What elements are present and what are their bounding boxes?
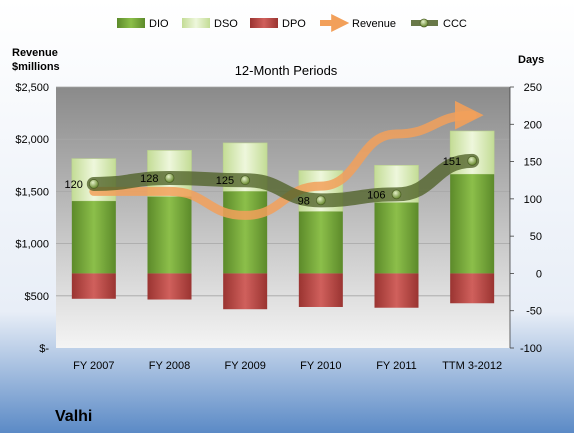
plot-area bbox=[56, 87, 510, 348]
category-label-0: FY 2007 bbox=[73, 360, 114, 372]
ccc-point-1 bbox=[164, 173, 175, 183]
ccc-point-5 bbox=[467, 155, 478, 166]
right-tick-label-4: 100 bbox=[524, 194, 542, 206]
left-tick-label-3: $1,500 bbox=[15, 186, 49, 198]
ccc-layer: 120 128 125 98 106 151 bbox=[64, 153, 480, 208]
ccc-line bbox=[86, 153, 480, 208]
left-tick-label-0: $- bbox=[39, 343, 49, 355]
dio-bar-4 bbox=[374, 202, 419, 274]
left-axis-caption-line1: Revenue bbox=[12, 47, 58, 59]
ccc-label-5: 151 bbox=[443, 156, 461, 168]
legend-swatch-dpo bbox=[250, 18, 278, 28]
category-label-2: FY 2009 bbox=[224, 360, 265, 372]
right-tick-label-7: 250 bbox=[524, 82, 542, 94]
legend-label-dio: DIO bbox=[149, 18, 169, 30]
category-label-5: TTM 3-2012 bbox=[442, 360, 502, 372]
right-tick-label-6: 200 bbox=[524, 119, 542, 131]
category-label-3: FY 2010 bbox=[300, 360, 341, 372]
category-label-4: FY 2011 bbox=[376, 360, 417, 372]
dpo-bar-0 bbox=[71, 273, 116, 299]
legend-swatch-dso bbox=[182, 18, 210, 28]
chart-title: 12-Month Periods bbox=[235, 63, 338, 78]
dio-bar-0 bbox=[71, 201, 116, 274]
dio-bar-5 bbox=[450, 174, 495, 274]
ccc-label-4: 106 bbox=[367, 189, 385, 201]
bars-group bbox=[71, 130, 495, 310]
left-tick-label-2: $1,000 bbox=[15, 239, 49, 251]
dpo-bar-5 bbox=[450, 273, 495, 304]
ccc-point-0 bbox=[88, 179, 99, 189]
ccc-label-1: 128 bbox=[140, 173, 158, 185]
right-tick-label-5: 150 bbox=[524, 157, 542, 169]
left-tick-label-1: $500 bbox=[25, 291, 49, 303]
right-tick-label-0: -100 bbox=[520, 343, 542, 355]
ccc-point-2 bbox=[240, 175, 251, 186]
dpo-bar-1 bbox=[147, 273, 192, 300]
legend-label-dpo: DPO bbox=[282, 18, 306, 30]
legend-label-dso: DSO bbox=[214, 18, 238, 30]
category-label-1: FY 2008 bbox=[149, 360, 190, 372]
left-axis-caption-line2: $millions bbox=[12, 61, 60, 73]
dio-bar-2 bbox=[223, 191, 268, 274]
ccc-label-3: 98 bbox=[298, 195, 310, 207]
right-tick-label-2: 0 bbox=[536, 268, 542, 280]
right-tick-label-3: 50 bbox=[530, 231, 542, 243]
dpo-bar-4 bbox=[374, 273, 419, 308]
legend-swatch-dio bbox=[117, 18, 145, 28]
right-axis-caption: Days bbox=[518, 54, 544, 66]
dpo-bar-2 bbox=[223, 273, 268, 310]
right-tick-label-1: -50 bbox=[526, 306, 542, 318]
ccc-label-0: 120 bbox=[64, 179, 82, 191]
ccc-point-4 bbox=[391, 189, 402, 200]
dpo-bar-3 bbox=[298, 273, 343, 307]
legend-label-ccc: CCC bbox=[443, 18, 467, 30]
dio-bar-1 bbox=[147, 196, 192, 274]
ccc-point-3 bbox=[315, 195, 326, 206]
dio-bar-3 bbox=[298, 211, 343, 274]
ccc-label-2: 125 bbox=[216, 175, 234, 187]
company-name: Valhi bbox=[55, 408, 92, 425]
left-tick-label-4: $2,000 bbox=[15, 134, 49, 146]
legend: DIO DSO DPO Revenue CCC bbox=[117, 14, 467, 32]
legend-swatch-ccc-dot bbox=[419, 18, 429, 28]
legend-label-revenue: Revenue bbox=[352, 18, 396, 30]
left-tick-label-5: $2,500 bbox=[15, 82, 49, 94]
axes-labels: $- $500 $1,000 $1,500 $2,000 $2,500 -100 -50 0 50… bbox=[15, 82, 542, 372]
